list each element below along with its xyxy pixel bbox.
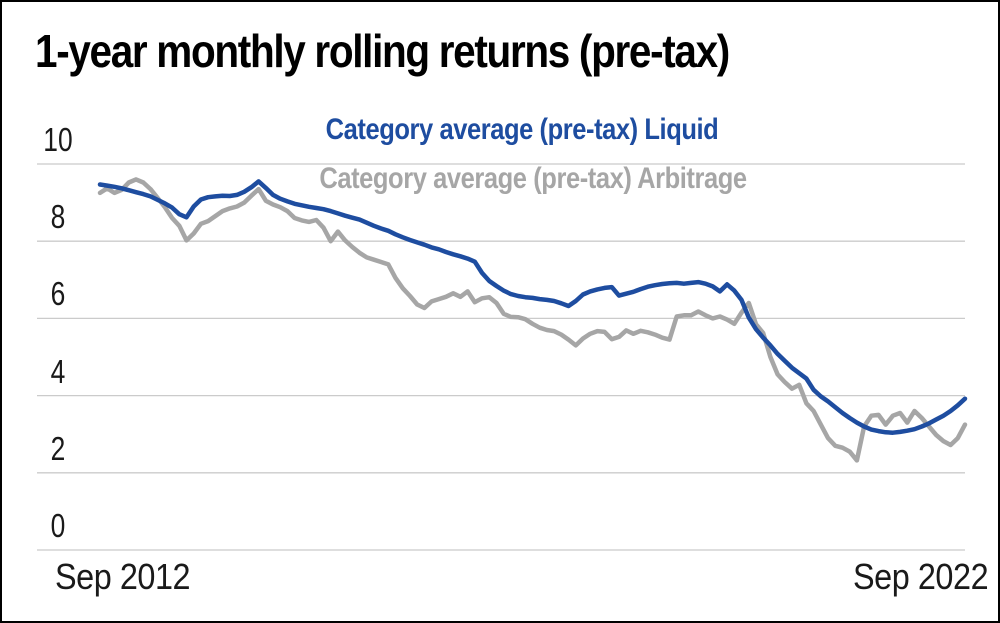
chart-title: 1-year monthly rolling returns (pre-tax): [35, 25, 730, 77]
arbitrage-line: [97, 177, 968, 463]
y-axis-tick-label: 2: [50, 429, 66, 467]
legend-item-arbitrage: Category average (pre-tax) Arbitrage: [319, 162, 747, 195]
y-axis-tick-label: 10: [43, 121, 73, 158]
gridlines-group: [37, 163, 965, 551]
legend-item-liquid: Category average (pre-tax) Liquid: [325, 113, 719, 146]
y-axis-tick-label: 6: [50, 275, 66, 313]
x-axis-tick-start: Sep 2012: [55, 556, 191, 597]
y-axis-tick-label: 4: [50, 352, 66, 390]
y-axis-tick-label: 0: [50, 507, 66, 544]
liquid-line: [97, 179, 968, 435]
series-group: [97, 177, 968, 463]
x-axis-tick-end: Sep 2022: [852, 556, 989, 597]
y-axis-tick-label: 8: [50, 198, 66, 236]
